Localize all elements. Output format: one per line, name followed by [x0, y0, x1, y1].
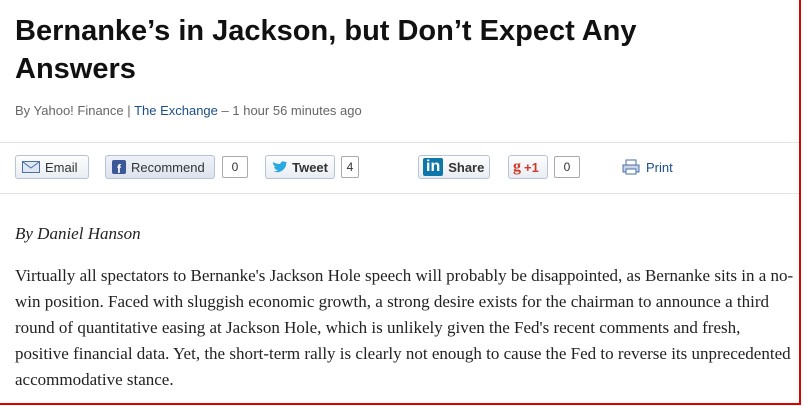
article-paragraph: Virtually all spectators to Bernanke's J… — [15, 266, 794, 389]
divider — [0, 142, 799, 143]
headline: Bernanke’s in Jackson, but Don’t Expect … — [15, 15, 637, 85]
email-label: Email — [45, 159, 78, 175]
linkedin-logo: in — [423, 158, 444, 176]
twitter-icon — [273, 160, 288, 172]
section-link[interactable]: The Exchange — [134, 103, 218, 118]
gplus-button[interactable]: g +1 — [508, 155, 548, 179]
tweet-count: 4 — [341, 156, 359, 178]
print-icon — [622, 159, 640, 175]
recommend-button[interactable]: f Recommend — [105, 155, 215, 179]
email-button[interactable]: Email — [15, 155, 89, 179]
linkedin-share-button[interactable]: in Share — [418, 155, 490, 179]
facebook-icon: f — [112, 160, 126, 174]
print-button[interactable]: Print — [622, 159, 673, 175]
share-label: Share — [448, 159, 485, 175]
byline-separator: | — [127, 103, 131, 118]
gplus-count: 0 — [554, 156, 580, 178]
gplus-icon: g — [513, 158, 521, 175]
article-author: By Daniel Hanson — [15, 224, 141, 243]
recommend-label: Recommend — [131, 159, 205, 175]
email-icon — [22, 161, 40, 173]
svg-text:f: f — [117, 162, 122, 174]
byline-source: By Yahoo! Finance — [15, 103, 124, 118]
tweet-label: Tweet — [292, 159, 328, 175]
print-label: Print — [646, 159, 673, 175]
byline: By Yahoo! Finance | The Exchange – 1 hou… — [15, 103, 362, 118]
divider — [0, 193, 799, 194]
recommend-count: 0 — [222, 156, 248, 178]
gplus-label: +1 — [524, 159, 539, 175]
byline-time: – 1 hour 56 minutes ago — [221, 103, 362, 118]
tweet-button[interactable]: Tweet — [265, 155, 335, 179]
